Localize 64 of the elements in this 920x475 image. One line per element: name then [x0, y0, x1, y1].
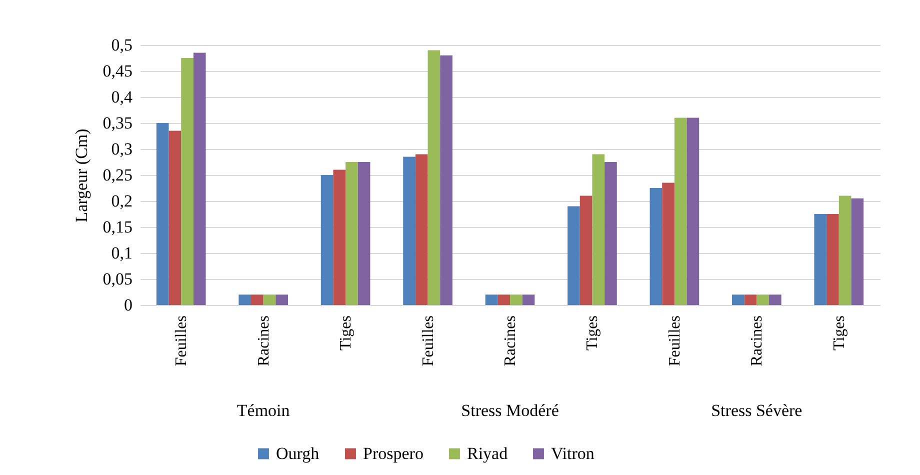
bar — [592, 154, 605, 305]
bar — [580, 196, 592, 305]
bar — [568, 206, 580, 305]
bar — [604, 162, 617, 305]
bar — [251, 294, 264, 305]
bar — [814, 214, 827, 305]
y-tick-label: 0,15 — [102, 218, 132, 236]
bar — [181, 58, 194, 305]
bar — [650, 188, 662, 305]
x-tick-label: Tiges — [338, 316, 355, 350]
text: Témoin — [236, 401, 290, 420]
text: Stress Sévère — [711, 401, 802, 420]
bar — [756, 294, 769, 305]
y-tick-label: 0,05 — [102, 270, 132, 288]
bar — [826, 214, 839, 305]
y-tick-label: 0,5 — [111, 36, 132, 54]
bar — [238, 294, 251, 305]
bar — [498, 294, 510, 305]
legend-label: Vitron — [551, 444, 595, 463]
bar — [769, 294, 782, 305]
bar — [440, 55, 452, 305]
legend-label: Riyad — [467, 444, 508, 463]
x-tick-label: Feuilles — [420, 316, 437, 366]
x-tick-label: Racines — [748, 316, 766, 366]
x-tick-label: Feuilles — [666, 316, 684, 366]
x-tick-label: Tiges — [584, 316, 602, 350]
bar — [485, 294, 498, 305]
y-tick-label: 0,25 — [102, 166, 132, 184]
bar — [510, 294, 522, 305]
bar — [686, 118, 700, 305]
bar — [838, 196, 852, 305]
bar — [415, 154, 428, 305]
bar — [276, 294, 288, 305]
x-tick-label: Racines — [502, 316, 519, 366]
bar — [522, 294, 535, 305]
bar — [662, 182, 674, 305]
y-tick-label: 0,35 — [102, 114, 132, 132]
y-tick-label: 0,3 — [111, 140, 132, 158]
bar — [333, 170, 346, 305]
bar — [168, 130, 182, 305]
x-tick-label: Racines — [255, 316, 272, 366]
x-tick-label: Feuilles — [173, 316, 190, 366]
legend-label: Prospero — [363, 444, 424, 463]
bar — [346, 162, 358, 305]
bar — [674, 118, 687, 305]
x-tick-label: Tiges — [830, 316, 848, 350]
bar — [744, 294, 757, 305]
bar — [428, 50, 440, 305]
bar — [320, 175, 334, 305]
text: Stress Modéré — [461, 401, 559, 420]
y-tick-label: 0,4 — [111, 88, 133, 106]
bar — [263, 294, 276, 305]
bar — [193, 52, 206, 305]
bar — [403, 156, 416, 305]
bar — [358, 162, 370, 305]
y-tick-label: 0 — [124, 296, 132, 314]
y-tick-label: 0,2 — [111, 192, 132, 210]
bar — [851, 198, 864, 305]
y-axis-title: Largeur (Cm) — [72, 128, 91, 222]
bar — [732, 294, 744, 305]
legend-label: Ourgh — [276, 444, 320, 463]
y-tick-label: 0,45 — [102, 62, 132, 80]
y-tick-label: 0,1 — [111, 244, 132, 262]
bar — [156, 123, 169, 305]
